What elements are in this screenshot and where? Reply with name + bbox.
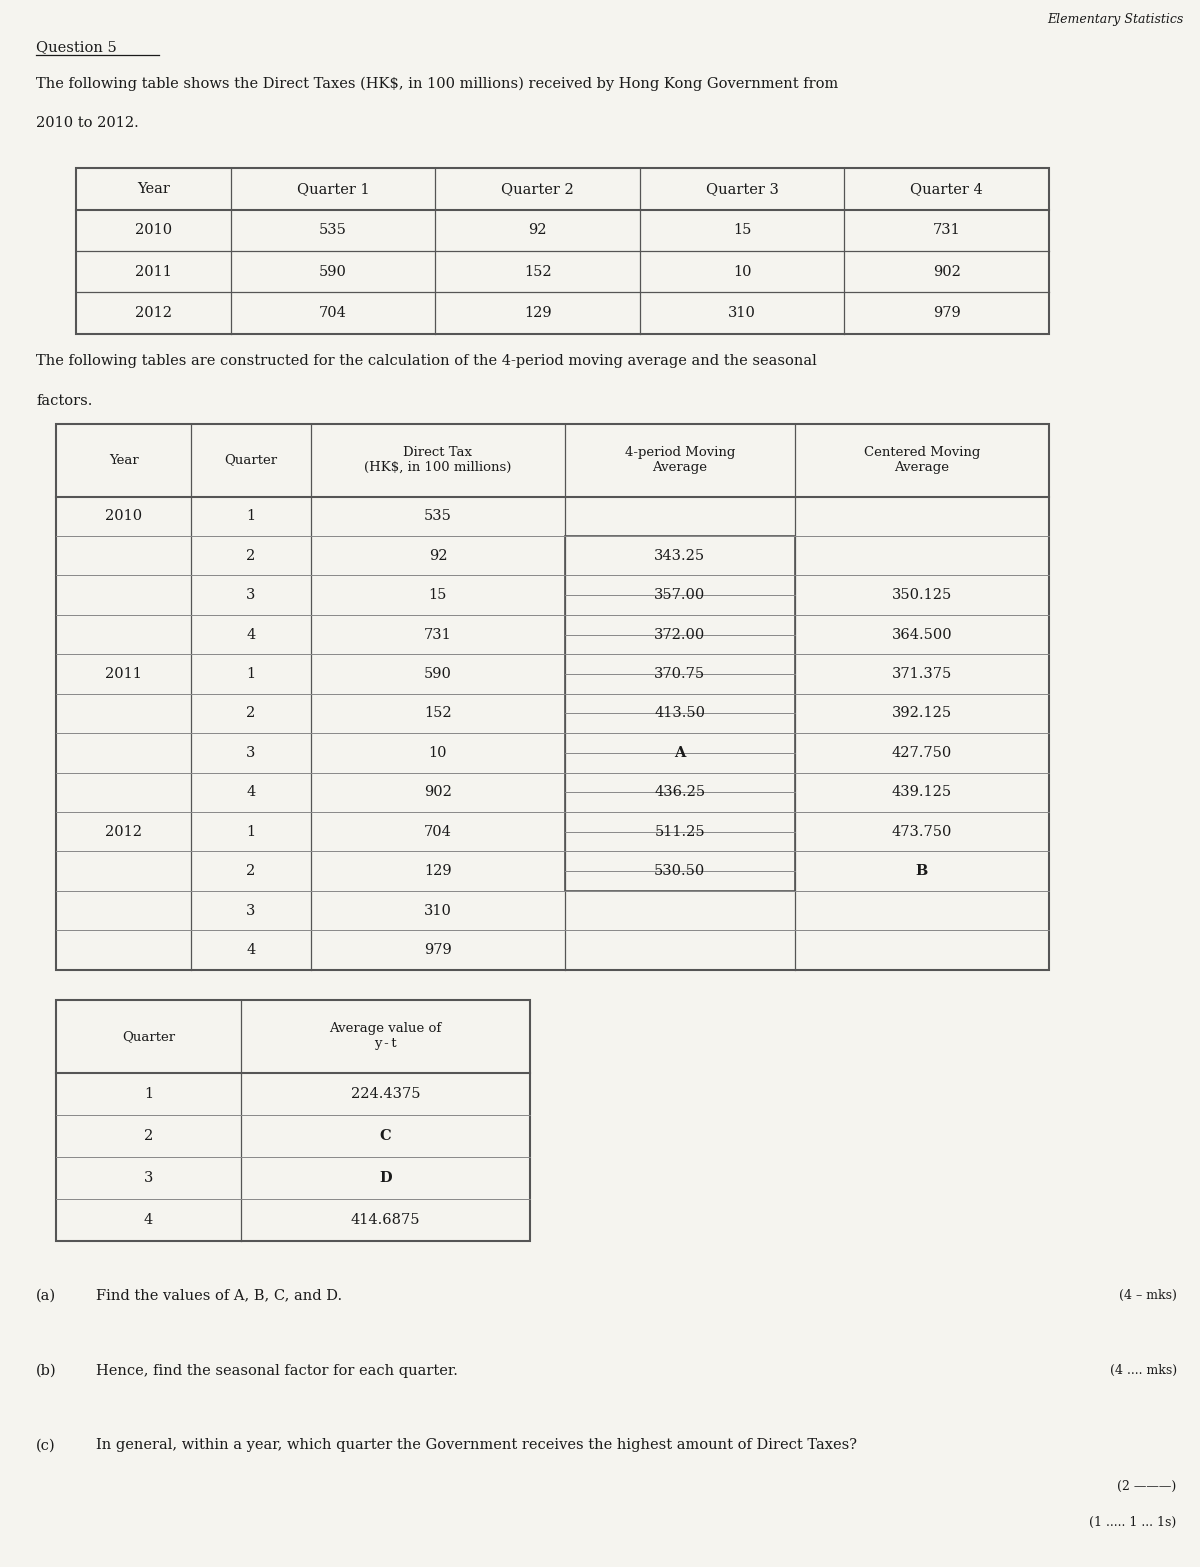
Text: 2012: 2012 bbox=[136, 306, 172, 320]
Text: 152: 152 bbox=[424, 707, 451, 721]
Text: (4 – mks): (4 – mks) bbox=[1118, 1288, 1177, 1302]
Bar bbox=[56, 1000, 530, 1241]
Text: (a): (a) bbox=[36, 1288, 56, 1302]
Text: 902: 902 bbox=[932, 265, 961, 279]
Text: 2010: 2010 bbox=[134, 223, 172, 237]
Text: C: C bbox=[379, 1128, 391, 1142]
Text: 1: 1 bbox=[246, 668, 256, 682]
Text: 4: 4 bbox=[144, 1213, 154, 1227]
Text: 704: 704 bbox=[424, 824, 452, 838]
Text: 15: 15 bbox=[733, 223, 751, 237]
Text: 4-period Moving
Average: 4-period Moving Average bbox=[625, 447, 736, 475]
Text: 364.500: 364.500 bbox=[892, 628, 952, 641]
Text: (1 ..... 1 ... 1s): (1 ..... 1 ... 1s) bbox=[1090, 1517, 1177, 1529]
Text: 310: 310 bbox=[728, 306, 756, 320]
Text: Quarter: Quarter bbox=[224, 453, 277, 467]
Text: 3: 3 bbox=[246, 588, 256, 602]
Text: 1: 1 bbox=[246, 824, 256, 838]
Text: 439.125: 439.125 bbox=[892, 785, 952, 799]
Text: Hence, find the seasonal factor for each quarter.: Hence, find the seasonal factor for each… bbox=[96, 1363, 458, 1377]
Text: 1: 1 bbox=[144, 1087, 154, 1102]
Text: 3: 3 bbox=[144, 1171, 154, 1185]
Text: 979: 979 bbox=[424, 943, 451, 957]
Text: 10: 10 bbox=[428, 746, 448, 760]
Text: (c): (c) bbox=[36, 1439, 56, 1453]
Text: 731: 731 bbox=[424, 628, 451, 641]
Text: Year: Year bbox=[137, 182, 170, 196]
Text: (4 .... mks): (4 .... mks) bbox=[1110, 1363, 1177, 1376]
Text: 1: 1 bbox=[246, 509, 256, 523]
Text: 2: 2 bbox=[246, 548, 256, 563]
Text: Year: Year bbox=[109, 453, 138, 467]
Bar bbox=[77, 168, 1049, 334]
Bar bbox=[565, 536, 794, 892]
Text: 15: 15 bbox=[428, 588, 448, 602]
Text: 152: 152 bbox=[524, 265, 552, 279]
Text: A: A bbox=[674, 746, 685, 760]
Text: 92: 92 bbox=[528, 223, 547, 237]
Text: Quarter 2: Quarter 2 bbox=[502, 182, 574, 196]
Text: 310: 310 bbox=[424, 904, 452, 918]
Text: 129: 129 bbox=[524, 306, 552, 320]
Text: 343.25: 343.25 bbox=[654, 548, 706, 563]
Text: 10: 10 bbox=[733, 265, 751, 279]
Text: 92: 92 bbox=[428, 548, 448, 563]
Text: 2011: 2011 bbox=[136, 265, 172, 279]
Text: 590: 590 bbox=[424, 668, 452, 682]
Text: 413.50: 413.50 bbox=[654, 707, 706, 721]
Text: 414.6875: 414.6875 bbox=[350, 1213, 420, 1227]
Text: 704: 704 bbox=[319, 306, 347, 320]
Text: The following tables are constructed for the calculation of the 4-period moving : The following tables are constructed for… bbox=[36, 354, 817, 368]
Text: Quarter: Quarter bbox=[122, 1030, 175, 1044]
Text: 2010: 2010 bbox=[106, 509, 142, 523]
Text: 350.125: 350.125 bbox=[892, 588, 952, 602]
Text: 511.25: 511.25 bbox=[654, 824, 706, 838]
Text: 535: 535 bbox=[424, 509, 452, 523]
Text: factors.: factors. bbox=[36, 393, 92, 407]
Text: 372.00: 372.00 bbox=[654, 628, 706, 641]
Text: 535: 535 bbox=[319, 223, 347, 237]
Text: Direct Tax
(HK$, in 100 millions): Direct Tax (HK$, in 100 millions) bbox=[364, 447, 511, 475]
Text: 3: 3 bbox=[246, 904, 256, 918]
Text: 2010 to 2012.: 2010 to 2012. bbox=[36, 116, 139, 130]
Text: Elementary Statistics: Elementary Statistics bbox=[1048, 14, 1183, 27]
Text: Centered Moving
Average: Centered Moving Average bbox=[864, 447, 980, 475]
Text: 224.4375: 224.4375 bbox=[350, 1087, 420, 1102]
Text: 370.75: 370.75 bbox=[654, 668, 706, 682]
Text: 427.750: 427.750 bbox=[892, 746, 952, 760]
Text: (b): (b) bbox=[36, 1363, 56, 1377]
Text: 2012: 2012 bbox=[106, 824, 142, 838]
Text: 2: 2 bbox=[246, 707, 256, 721]
Text: 2: 2 bbox=[144, 1128, 154, 1142]
Text: 902: 902 bbox=[424, 785, 452, 799]
Text: 530.50: 530.50 bbox=[654, 863, 706, 878]
Text: 436.25: 436.25 bbox=[654, 785, 706, 799]
Text: Quarter 3: Quarter 3 bbox=[706, 182, 779, 196]
Text: D: D bbox=[379, 1171, 392, 1185]
Text: 473.750: 473.750 bbox=[892, 824, 952, 838]
Text: 371.375: 371.375 bbox=[892, 668, 952, 682]
Text: Find the values of A, B, C, and D.: Find the values of A, B, C, and D. bbox=[96, 1288, 342, 1302]
Text: 392.125: 392.125 bbox=[892, 707, 952, 721]
Text: Average value of
y - t: Average value of y - t bbox=[329, 1022, 442, 1050]
Text: 129: 129 bbox=[424, 863, 451, 878]
Text: B: B bbox=[916, 863, 928, 878]
Text: 2011: 2011 bbox=[106, 668, 142, 682]
Text: 4: 4 bbox=[246, 785, 256, 799]
Text: 979: 979 bbox=[932, 306, 960, 320]
Text: 4: 4 bbox=[246, 628, 256, 641]
Text: 357.00: 357.00 bbox=[654, 588, 706, 602]
Text: 3: 3 bbox=[246, 746, 256, 760]
Text: 731: 731 bbox=[932, 223, 960, 237]
Text: Quarter 1: Quarter 1 bbox=[296, 182, 370, 196]
Text: Quarter 4: Quarter 4 bbox=[911, 182, 983, 196]
Text: 4: 4 bbox=[246, 943, 256, 957]
Text: The following table shows the Direct Taxes (HK$, in 100 millions) received by Ho: The following table shows the Direct Tax… bbox=[36, 77, 839, 91]
Text: 590: 590 bbox=[319, 265, 347, 279]
Text: Question 5: Question 5 bbox=[36, 41, 118, 55]
Text: 2: 2 bbox=[246, 863, 256, 878]
Text: In general, within a year, which quarter the Government receives the highest amo: In general, within a year, which quarter… bbox=[96, 1439, 857, 1453]
Bar bbox=[56, 423, 1049, 970]
Text: (2 ———): (2 ———) bbox=[1117, 1481, 1177, 1493]
